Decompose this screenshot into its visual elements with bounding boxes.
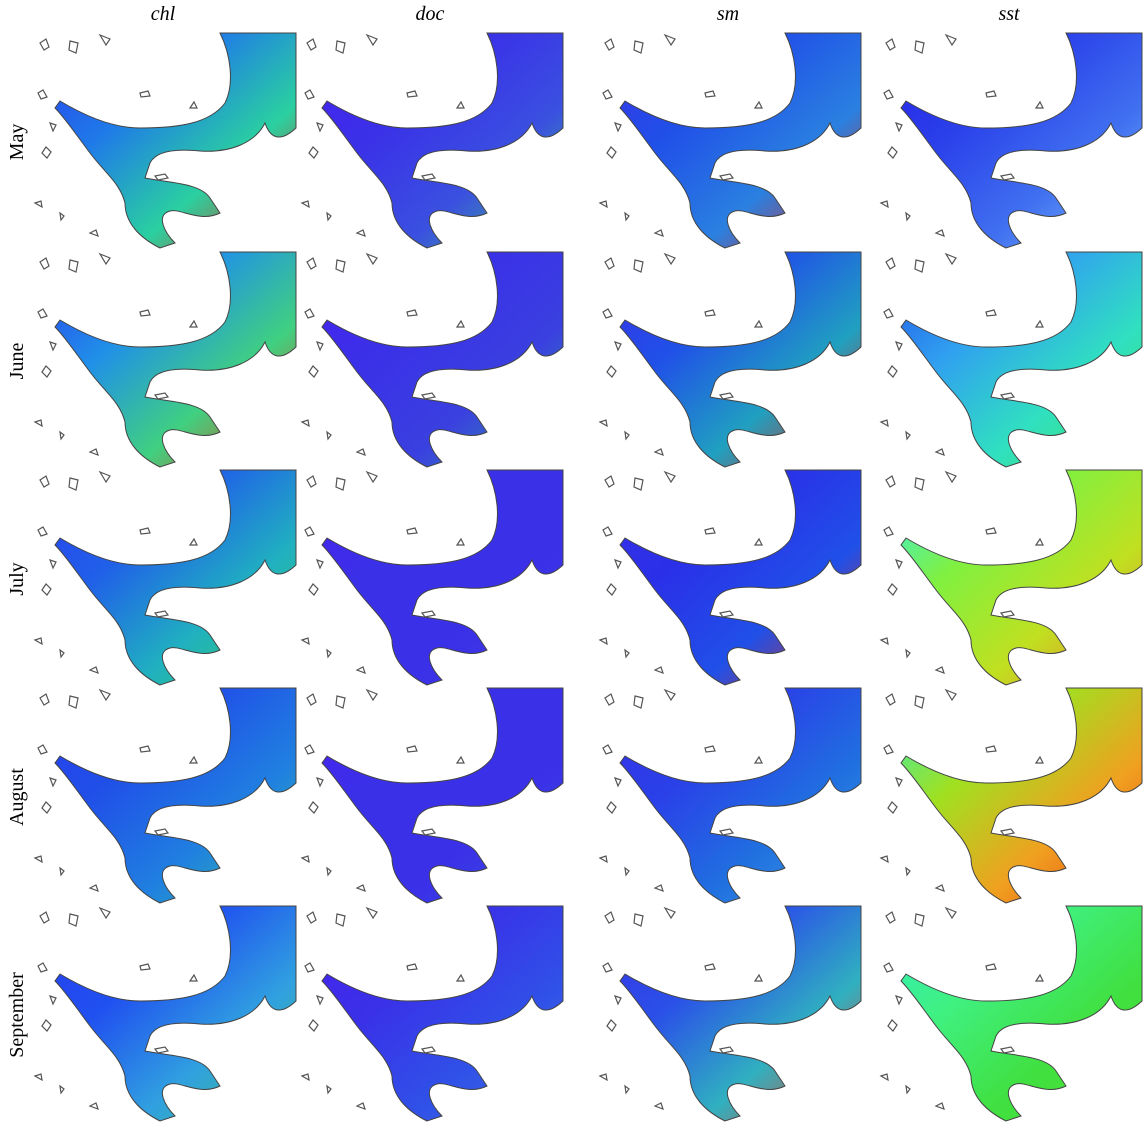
map-panel bbox=[302, 252, 563, 467]
map-panel bbox=[881, 33, 1142, 248]
water bbox=[55, 252, 296, 467]
map-panel bbox=[600, 470, 861, 685]
column-header: sm bbox=[717, 3, 739, 25]
water bbox=[901, 688, 1142, 903]
map-panel bbox=[302, 688, 563, 903]
map-panel bbox=[302, 470, 563, 685]
row-label: June bbox=[6, 343, 28, 380]
map-panel bbox=[600, 688, 861, 903]
water bbox=[322, 33, 563, 248]
map-panel bbox=[881, 688, 1142, 903]
map-panel bbox=[881, 252, 1142, 467]
water bbox=[901, 906, 1142, 1121]
water bbox=[55, 906, 296, 1121]
map-panel bbox=[600, 33, 861, 248]
water bbox=[901, 470, 1142, 685]
map-panel bbox=[35, 906, 296, 1121]
map-panel bbox=[302, 33, 563, 248]
map-panel bbox=[35, 470, 296, 685]
map-panel bbox=[881, 470, 1142, 685]
water bbox=[901, 252, 1142, 467]
column-header: chl bbox=[151, 3, 176, 25]
water bbox=[322, 906, 563, 1121]
row-label: September bbox=[6, 972, 28, 1058]
water bbox=[55, 688, 296, 903]
water bbox=[322, 470, 563, 685]
column-header: sst bbox=[998, 3, 1020, 25]
water bbox=[620, 252, 861, 467]
row-label: July bbox=[6, 562, 28, 595]
water bbox=[620, 906, 861, 1121]
water bbox=[55, 470, 296, 685]
map-panel bbox=[600, 252, 861, 467]
map-panel bbox=[302, 906, 563, 1121]
map-panel bbox=[35, 33, 296, 248]
map-panel bbox=[881, 906, 1142, 1121]
water bbox=[322, 688, 563, 903]
water bbox=[620, 688, 861, 903]
water bbox=[55, 33, 296, 248]
row-label: May bbox=[6, 124, 28, 161]
column-header: doc bbox=[416, 3, 445, 25]
water bbox=[620, 470, 861, 685]
map-panel bbox=[600, 906, 861, 1121]
map-panel bbox=[35, 252, 296, 467]
map-panel bbox=[35, 688, 296, 903]
figure: chl doc sm sst May June July August September bbox=[0, 0, 1147, 1131]
row-label: August bbox=[6, 768, 28, 826]
water bbox=[901, 33, 1142, 248]
water bbox=[322, 252, 563, 467]
water bbox=[620, 33, 861, 248]
